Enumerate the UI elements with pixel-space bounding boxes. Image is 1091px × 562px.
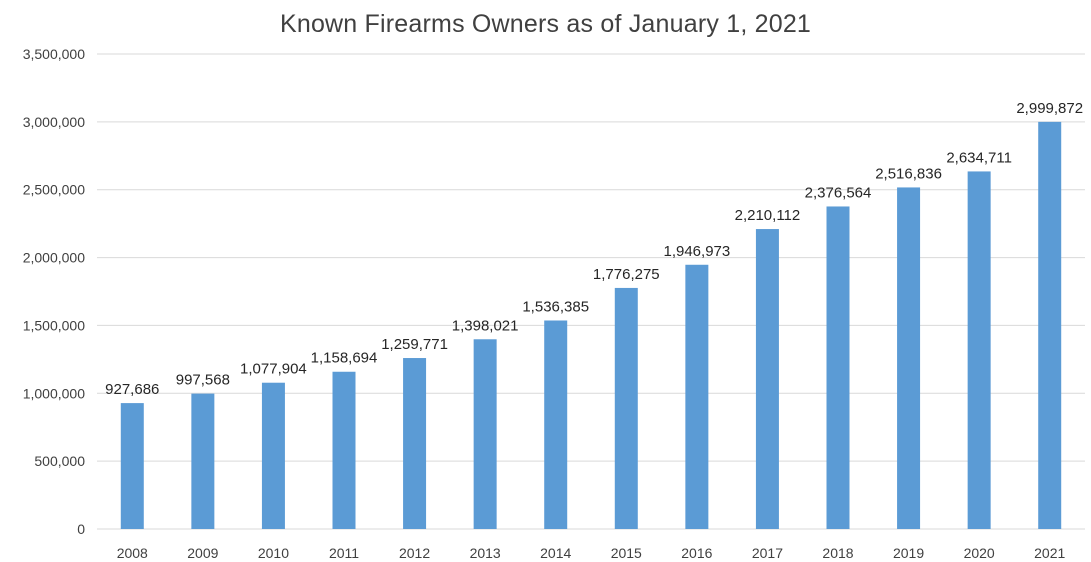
data-label: 1,077,904 — [240, 361, 307, 378]
bar — [120, 403, 144, 529]
x-tick-label: 2014 — [540, 545, 571, 561]
data-label: 2,210,112 — [735, 207, 801, 224]
x-tick-label: 2010 — [258, 545, 289, 561]
chart-title: Known Firearms Owners as of January 1, 2… — [279, 10, 812, 38]
x-tick-label: 2013 — [470, 545, 501, 561]
x-tick-label: 2011 — [329, 545, 359, 561]
x-tick-label: 2021 — [1034, 545, 1065, 561]
x-tick-label: 2017 — [752, 545, 783, 561]
y-tick-label: 1,500,000 — [23, 317, 85, 333]
bar — [967, 171, 991, 530]
bar — [261, 382, 285, 529]
data-label: 2,376,564 — [805, 184, 872, 201]
y-tick-label: 3,500,000 — [23, 46, 85, 62]
grid-layer — [97, 53, 1085, 530]
x-tick-label: 2019 — [893, 545, 924, 561]
bar — [191, 393, 215, 529]
x-tick-label: 2020 — [964, 545, 995, 561]
bar — [1038, 121, 1062, 529]
data-label: 1,536,385 — [522, 298, 589, 315]
data-label: 2,634,711 — [946, 149, 1012, 166]
y-tick-label: 3,000,000 — [23, 114, 85, 130]
bar — [685, 264, 709, 529]
bar — [403, 358, 427, 529]
data-label: 1,259,771 — [381, 336, 448, 353]
x-tick-label: 2012 — [399, 545, 430, 561]
bars — [120, 121, 1062, 530]
y-tick-label: 2,500,000 — [23, 182, 85, 198]
data-labels: 927,686 997,568 1,077,9041,158,6941,259,77… — [105, 100, 1083, 398]
x-tick-label: 2015 — [611, 545, 642, 561]
x-tick-label: 2016 — [681, 545, 712, 561]
data-label: 1,946,973 — [663, 243, 730, 260]
y-tick-label: 1,000,000 — [23, 385, 85, 401]
bar — [826, 206, 850, 529]
bar — [473, 339, 497, 529]
y-tick-label: 2,000,000 — [23, 250, 85, 266]
data-label: 1,398,021 — [452, 317, 519, 334]
bar — [332, 371, 356, 529]
bar — [614, 287, 638, 529]
bar — [755, 229, 779, 530]
bar — [897, 187, 921, 530]
y-axis: 0 500,000 1,000,000 1,500,000 2,000,000 2,500… — [23, 46, 86, 537]
y-tick-label: 0 — [77, 521, 85, 537]
x-axis: 2008 2009 2010 2011 2012 2013 2014 2015 2016 2017… — [117, 545, 1066, 561]
x-tick-label: 2008 — [117, 545, 148, 561]
bar — [544, 320, 568, 529]
data-label: 1,158,694 — [311, 350, 378, 367]
data-label: 927,686 — [105, 381, 159, 398]
data-label: 1,776,275 — [593, 266, 660, 283]
x-tick-label: 2018 — [822, 545, 853, 561]
data-label: 2,999,872 — [1016, 100, 1083, 117]
data-label: 2,516,836 — [875, 165, 942, 182]
data-label: 997,568 — [176, 372, 230, 389]
y-tick-label: 500,000 — [34, 453, 85, 469]
x-tick-label: 2009 — [187, 545, 218, 561]
